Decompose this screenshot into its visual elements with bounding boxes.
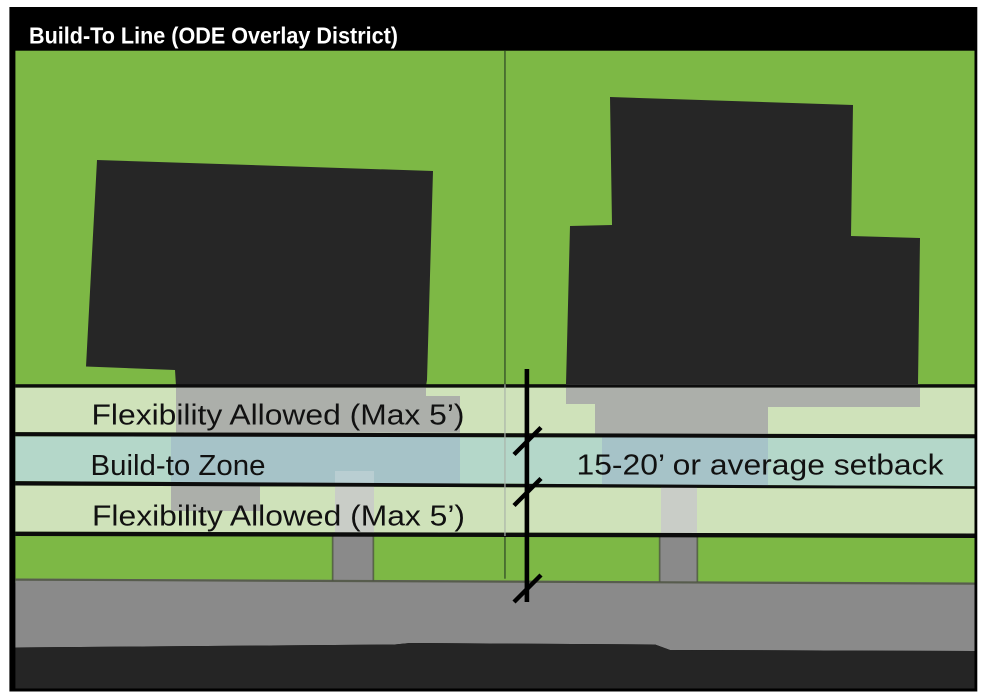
svg-text:Build-to Zone: Build-to Zone (91, 450, 266, 482)
svg-text:Build-To Line (ODE Overlay Dis: Build-To Line (ODE Overlay District) (29, 23, 398, 49)
svg-text:15-20’ or average setback: 15-20’ or average setback (577, 450, 945, 482)
svg-text:Flexibility Allowed (Max 5’): Flexibility Allowed (Max 5’) (92, 501, 465, 533)
svg-text:Flexibility Allowed (Max 5’): Flexibility Allowed (Max 5’) (92, 400, 465, 432)
